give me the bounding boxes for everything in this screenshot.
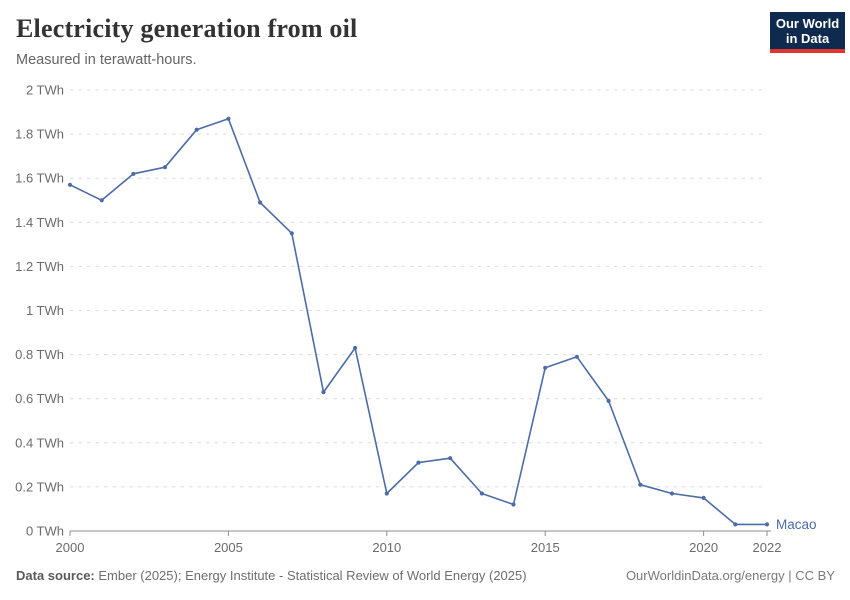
y-tick-label: 2 TWh [26,83,64,98]
y-tick-label: 0.8 TWh [15,347,64,362]
data-point-2002[interactable] [131,171,136,176]
y-tick-label: 0.6 TWh [15,391,64,406]
data-point-2005[interactable] [226,116,231,121]
x-tick-label: 2000 [56,540,85,555]
data-point-2004[interactable] [194,127,199,132]
data-point-2020[interactable] [701,495,706,500]
data-point-2006[interactable] [258,200,263,205]
x-tick-label: 2005 [214,540,243,555]
owid-logo-line2: in Data [785,31,830,46]
series-label-macao[interactable]: Macao [776,517,817,532]
data-point-2015[interactable] [543,365,548,370]
y-tick-label: 0.2 TWh [15,479,64,494]
page-title: Electricity generation from oil [16,14,358,43]
x-tick-label: 2020 [689,540,718,555]
y-tick-label: 0 TWh [26,524,64,539]
data-point-2021[interactable] [733,522,738,527]
data-point-2000[interactable] [67,182,73,187]
data-point-2011[interactable] [416,460,421,465]
data-source-note: Data source: Ember (2025); Energy Instit… [16,568,527,583]
data-point-2009[interactable] [353,345,358,351]
data-point-2016[interactable] [574,354,580,359]
data-point-2019[interactable] [669,491,675,496]
data-source-text: Ember (2025); Energy Institute - Statist… [94,568,527,583]
y-tick-label: 1.2 TWh [15,259,64,274]
data-point-2014[interactable] [511,502,516,507]
y-tick-label: 1.4 TWh [15,215,64,230]
data-point-2012[interactable] [448,456,453,461]
data-point-2007[interactable] [289,231,294,236]
x-tick-label: 2022 [753,540,782,555]
y-tick-label: 1.8 TWh [15,127,64,142]
owid-link[interactable]: OurWorldinData.org/energy | CC BY [625,568,835,583]
data-point-2001[interactable] [99,198,104,203]
data-point-2003[interactable] [162,165,168,170]
data-point-2010[interactable] [384,491,389,496]
owid-logo-line1: Our World [775,16,840,31]
chart-subtitle: Measured in terawatt-hours. [16,52,197,68]
data-point-2022[interactable] [764,522,770,527]
x-tick-label: 2010 [372,540,401,555]
data-point-2008[interactable] [321,390,326,395]
data-point-2017[interactable] [606,398,611,403]
y-tick-label: 1 TWh [26,303,64,318]
x-tick-label: 2015 [531,540,560,555]
data-point-2013[interactable] [479,491,484,496]
data-source-label: Data source: [16,568,95,583]
y-tick-label: 0.4 TWh [15,435,64,450]
owid-logo[interactable]: Our World in Data [770,12,845,53]
y-tick-label: 1.6 TWh [15,171,64,186]
data-point-2018[interactable] [638,482,643,487]
chart-footer: Data source: Ember (2025); Energy Instit… [16,568,835,583]
